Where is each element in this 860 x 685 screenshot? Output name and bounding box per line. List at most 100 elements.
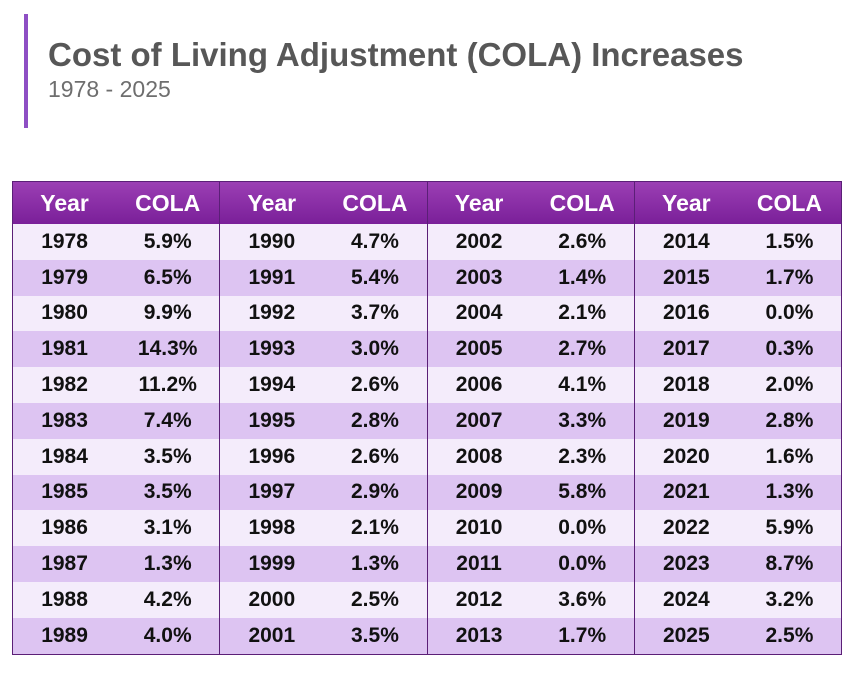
year-cell: 2025 <box>662 623 710 647</box>
table-row: 2004 2.1% <box>427 295 634 332</box>
cola-cell: 6.5% <box>143 265 192 289</box>
cola-cell: 5.9% <box>765 516 814 540</box>
table-row: 1981 14.3% <box>13 331 220 368</box>
table-row: 1996 2.6% <box>220 438 427 475</box>
cola-cell: 2.6% <box>558 229 607 253</box>
cola-cell: 1.4% <box>558 265 607 289</box>
year-cell: 1998 <box>248 516 296 540</box>
cola-cell: 3.6% <box>558 587 607 611</box>
cola-cell: 3.0% <box>351 337 399 361</box>
cola-cell: 7.4% <box>143 408 192 432</box>
year-cell: 2012 <box>455 587 503 611</box>
table-row: 2010 0.0% <box>427 510 634 547</box>
table-row: 2003 1.4% <box>427 259 634 296</box>
table-header: Year COLA <box>427 182 634 224</box>
column-group: Year COLA 1990 4.7% 1991 5.4% 1992 3.7% 1993 3.0%… <box>220 182 428 654</box>
year-cell: 1997 <box>248 480 296 504</box>
year-cell: 2004 <box>455 301 503 325</box>
table-row: 2018 2.0% <box>634 367 841 403</box>
cola-cell: 1.7% <box>558 623 607 647</box>
cola-header: COLA <box>756 189 823 216</box>
table-row: 2008 2.3% <box>427 438 634 475</box>
cola-cell: 2.9% <box>351 480 399 504</box>
year-cell: 1989 <box>41 623 88 647</box>
table-row: 2007 3.3% <box>427 402 634 439</box>
cola-cell: 3.5% <box>143 480 192 504</box>
table-row: 2009 5.8% <box>427 474 634 511</box>
table-row: 1985 3.5% <box>13 474 220 511</box>
table-row: 1994 2.6% <box>220 367 427 403</box>
table-row: 2014 1.5% <box>634 224 841 260</box>
year-cell: 1995 <box>248 408 296 432</box>
year-cell: 2017 <box>662 337 710 361</box>
table-row: 2006 4.1% <box>427 367 634 403</box>
cola-cell: 3.5% <box>351 623 399 647</box>
cola-cell: 14.3% <box>137 337 198 361</box>
year-cell: 2003 <box>455 265 503 289</box>
table-header: Year COLA <box>220 182 427 224</box>
cola-cell: 1.3% <box>351 552 399 576</box>
year-cell: 1980 <box>41 301 88 325</box>
table-row: 2022 5.9% <box>634 510 841 547</box>
table-row: 1999 1.3% <box>220 546 427 582</box>
year-cell: 2018 <box>662 373 710 397</box>
table-row: 1979 6.5% <box>13 259 220 296</box>
cola-header: COLA <box>342 189 408 216</box>
cola-cell: 2.6% <box>351 444 399 468</box>
cola-cell: 1.7% <box>765 265 814 289</box>
table-row: 1983 7.4% <box>13 402 220 439</box>
year-cell: 2011 <box>456 552 502 576</box>
cola-cell: 1.6% <box>765 444 814 468</box>
cola-cell: 2.7% <box>558 337 607 361</box>
table-row: 1982 11.2% <box>13 367 220 403</box>
cola-cell: 9.9% <box>143 301 192 325</box>
cola-cell: 0.3% <box>765 337 814 361</box>
cola-cell: 3.3% <box>558 408 607 432</box>
cola-header: COLA <box>135 189 201 216</box>
table-row: 1978 5.9% <box>13 224 220 260</box>
page-title: Cost of Living Adjustment (COLA) Increas… <box>48 36 744 73</box>
table-row: 2000 2.5% <box>220 581 427 618</box>
table-row: 1986 3.1% <box>13 510 220 547</box>
table-row: 2016 0.0% <box>634 295 841 332</box>
table-row: 2015 1.7% <box>634 259 841 296</box>
year-cell: 2023 <box>662 552 710 576</box>
year-cell: 1996 <box>248 444 296 468</box>
cola-cell: 11.2% <box>138 373 197 397</box>
table-row: 2012 3.6% <box>427 581 634 618</box>
cola-cell: 4.2% <box>143 587 192 611</box>
year-header: Year <box>454 189 504 216</box>
cola-header: COLA <box>549 189 615 216</box>
table-row: 2025 2.5% <box>634 617 841 654</box>
year-cell: 1987 <box>41 552 88 576</box>
table-row: 1989 4.0% <box>13 617 220 654</box>
table-row: 1992 3.7% <box>220 295 427 332</box>
cola-cell: 5.8% <box>558 480 607 504</box>
column-group: Year COLA 2002 2.6% 2003 1.4% 2004 2.1% 2005 2.7%… <box>427 182 635 654</box>
table-header: Year COLA <box>634 182 841 224</box>
table-row: 1991 5.4% <box>220 259 427 296</box>
year-cell: 2015 <box>662 265 710 289</box>
cola-cell: 4.1% <box>558 373 607 397</box>
table-row: 2001 3.5% <box>220 617 427 654</box>
table-row: 1987 1.3% <box>13 546 220 582</box>
cola-cell: 2.1% <box>558 301 607 325</box>
year-cell: 2022 <box>662 516 710 540</box>
year-cell: 2024 <box>662 587 710 611</box>
cola-cell: 2.8% <box>765 408 814 432</box>
cola-cell: 2.8% <box>351 408 399 432</box>
table-row: 1993 3.0% <box>220 331 427 368</box>
cola-cell: 0.0% <box>558 516 607 540</box>
year-cell: 1982 <box>41 373 88 397</box>
cola-cell: 0.0% <box>558 552 607 576</box>
year-cell: 2020 <box>662 444 710 468</box>
column-group: Year COLA 2014 1.5% 2015 1.7% 2016 0.0% 2017 0.3%… <box>634 182 841 654</box>
cola-cell: 2.0% <box>765 373 814 397</box>
table-row: 1984 3.5% <box>13 438 220 475</box>
year-cell: 1994 <box>248 373 296 397</box>
year-cell: 2009 <box>455 480 503 504</box>
cola-cell: 2.5% <box>351 587 399 611</box>
cola-table: Year COLA 1978 5.9% 1979 6.5% 1980 9.9% 1981 14.3… <box>12 181 842 655</box>
year-cell: 2000 <box>248 587 296 611</box>
column-group: Year COLA 1978 5.9% 1979 6.5% 1980 9.9% 1981 14.3… <box>13 182 221 654</box>
